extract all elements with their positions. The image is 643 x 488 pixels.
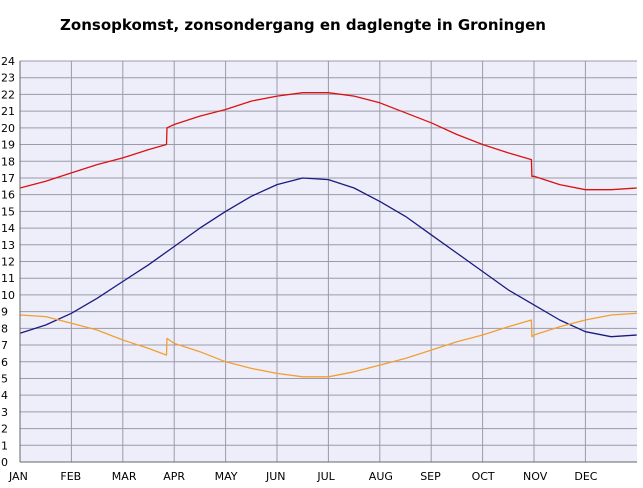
y-tick-label: 23 bbox=[1, 72, 15, 85]
x-tick-label: SEP bbox=[420, 470, 441, 483]
y-tick-label: 6 bbox=[1, 356, 8, 369]
series-line-2 bbox=[19, 177, 637, 338]
x-tick-label: NOV bbox=[523, 470, 548, 483]
x-tick-label: JUL bbox=[316, 470, 335, 483]
x-tick-label: OCT bbox=[472, 470, 495, 483]
y-tick-label: 20 bbox=[1, 122, 15, 135]
y-tick-label: 10 bbox=[1, 289, 15, 302]
x-tick-label: AUG bbox=[369, 470, 393, 483]
y-tick-label: 2 bbox=[1, 423, 8, 436]
y-tick-label: 11 bbox=[1, 272, 15, 285]
y-tick-label: 22 bbox=[1, 88, 15, 101]
y-tick-label: 24 bbox=[1, 55, 15, 68]
y-tick-label: 13 bbox=[1, 239, 15, 252]
y-tick-label: 7 bbox=[1, 339, 8, 352]
x-tick-label: DEC bbox=[574, 470, 597, 483]
x-tick-label: JUN bbox=[265, 470, 286, 483]
y-tick-label: 21 bbox=[1, 105, 15, 118]
y-tick-label: 19 bbox=[1, 139, 15, 152]
y-tick-label: 15 bbox=[1, 205, 15, 218]
y-tick-label: 9 bbox=[1, 306, 8, 319]
x-tick-label: APR bbox=[163, 470, 185, 483]
y-tick-label: 14 bbox=[1, 222, 15, 235]
y-tick-label: 1 bbox=[1, 439, 8, 452]
series-line-1 bbox=[19, 92, 637, 191]
x-tick-label: MAY bbox=[215, 470, 238, 483]
x-tick-label: MAR bbox=[112, 470, 137, 483]
y-tick-label: 0 bbox=[1, 456, 8, 469]
series-line-3 bbox=[19, 312, 637, 378]
y-tick-label: 4 bbox=[1, 389, 8, 402]
x-axis: JAN FEB MAR APR MAY JUN JUL AUG SEP OCT NOV DEC bbox=[8, 461, 637, 483]
y-tick-label: 18 bbox=[1, 155, 15, 168]
x-tick-label: JAN bbox=[8, 470, 28, 483]
y-tick-label: 16 bbox=[1, 189, 15, 202]
y-tick-label: 3 bbox=[1, 406, 8, 419]
y-tick-label: 12 bbox=[1, 256, 15, 269]
x-tick-label: FEB bbox=[60, 470, 81, 483]
y-tick-label: 17 bbox=[1, 172, 15, 185]
chart-title: Zonsopkomst, zonsondergang en daglengte … bbox=[60, 16, 546, 34]
y-tick-label: 5 bbox=[1, 372, 8, 385]
series-layer bbox=[19, 92, 637, 378]
y-tick-label: 8 bbox=[1, 322, 8, 335]
